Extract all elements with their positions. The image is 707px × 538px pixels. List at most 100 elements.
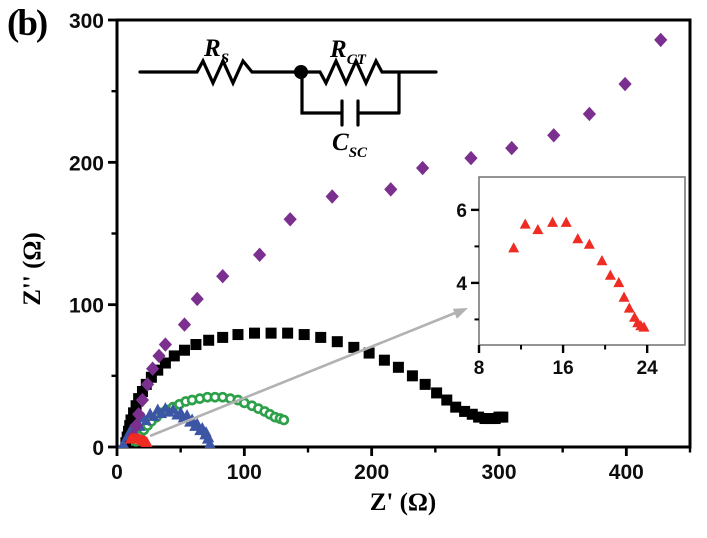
series-black-squares [120,327,509,449]
inset-x-tick-label: 24 [637,358,659,379]
y-tick-label: 300 [69,10,104,33]
black-square-point [178,344,190,356]
purple-diamond-point [416,160,430,176]
resistor-rct [306,57,438,87]
circuit-node [294,65,308,79]
zoom-arrow [149,308,468,438]
x-tick-label: 300 [481,461,516,484]
black-square-point [136,385,148,397]
black-square-point [232,329,244,341]
triangle-point [508,242,520,253]
black-square-point [249,327,261,339]
purple-diamond-point [464,150,478,166]
black-square-point [159,357,171,369]
black-square-point [348,341,360,353]
triangle-point [519,218,531,229]
triangle-point [623,302,635,313]
inset-x-tick-label: 8 [474,358,485,379]
zoom-arrow-line [149,311,456,438]
triangle-point [613,276,625,288]
triangle-point [156,407,168,419]
triangle-point [140,414,152,426]
black-square-point [130,400,142,412]
purple-diamond-point [325,189,339,204]
axis-ticks: 0 100 200 300 400 0 100 200 300 [69,10,692,484]
triangle-point [618,291,630,302]
black-square-point [431,387,443,399]
triangle-point [604,269,616,280]
x-tick-label: 200 [354,461,389,484]
inset-y-tick-label: 6 [456,201,467,222]
triangle-point [141,436,153,447]
purple-diamond-point [132,407,146,422]
triangle-point [117,437,129,448]
triangle-point [560,216,572,227]
purple-diamond-point [283,212,297,227]
triangle-point [583,238,595,249]
purple-diamond-point [618,76,632,92]
triangle-point [532,223,544,235]
label-rs: RS [203,35,229,67]
black-square-point [282,327,294,339]
black-square-point [392,361,404,373]
purple-diamond-point [654,32,668,48]
inset-y-tick-label: 4 [456,274,467,295]
triangle-point [596,255,608,266]
black-square-point [265,327,277,339]
series-red-triangles-zoom [508,216,650,332]
black-square-point [441,394,453,406]
purple-diamond-point [216,269,230,284]
resistor-rs [138,57,296,87]
triangle-point [204,437,216,448]
purple-diamond-point [190,291,204,307]
triangle-point [547,216,559,227]
purple-diamond-point [505,140,519,156]
black-square-point [473,411,485,423]
triangle-point [148,410,160,421]
black-square-point [378,354,390,366]
black-square-point [168,350,180,362]
capacitor-branch [300,72,401,127]
y-tick-label: 200 [69,152,104,175]
zoom-arrow-head [452,308,468,319]
equivalent-circuit [138,57,438,127]
black-square-point [497,411,509,423]
black-square-point [315,331,327,343]
purple-diamond-point [129,418,143,433]
black-square-point [217,331,229,343]
black-square-point [459,405,471,417]
purple-diamond-point [582,106,597,122]
zoom-inset: 8 16 24 4 6 [456,176,686,379]
y-tick-label: 100 [69,295,104,318]
black-square-point [450,401,462,413]
black-square-point [331,336,343,348]
purple-diamond-point [177,317,192,332]
y-tick-label: 0 [92,437,104,460]
black-square-point [203,334,215,346]
label-csc: CSC [332,129,368,161]
black-square-point [298,329,310,341]
purple-diamond-point [253,247,267,263]
black-square-point [363,347,375,359]
x-axis-label: Z' (Ω) [369,489,437,516]
purple-diamond-point [158,337,172,352]
black-square-point [145,371,157,383]
purple-diamond-point [140,377,155,392]
x-tick-label: 100 [227,461,262,484]
black-square-point [190,339,202,351]
inset-frame [478,176,686,346]
black-square-point [419,378,431,390]
inset-x-tick-label: 16 [553,358,574,379]
black-square-point [406,370,418,382]
black-square-point [466,408,478,420]
y-axis-label: Z'' (Ω) [19,232,46,306]
triangle-point [638,321,650,332]
purple-diamond-point [547,128,561,143]
x-tick-label: 400 [609,461,644,484]
series-red-triangles [124,432,153,447]
green-circle-point [278,414,290,426]
triangle-point [572,233,584,244]
x-tick-label: 0 [111,461,123,484]
